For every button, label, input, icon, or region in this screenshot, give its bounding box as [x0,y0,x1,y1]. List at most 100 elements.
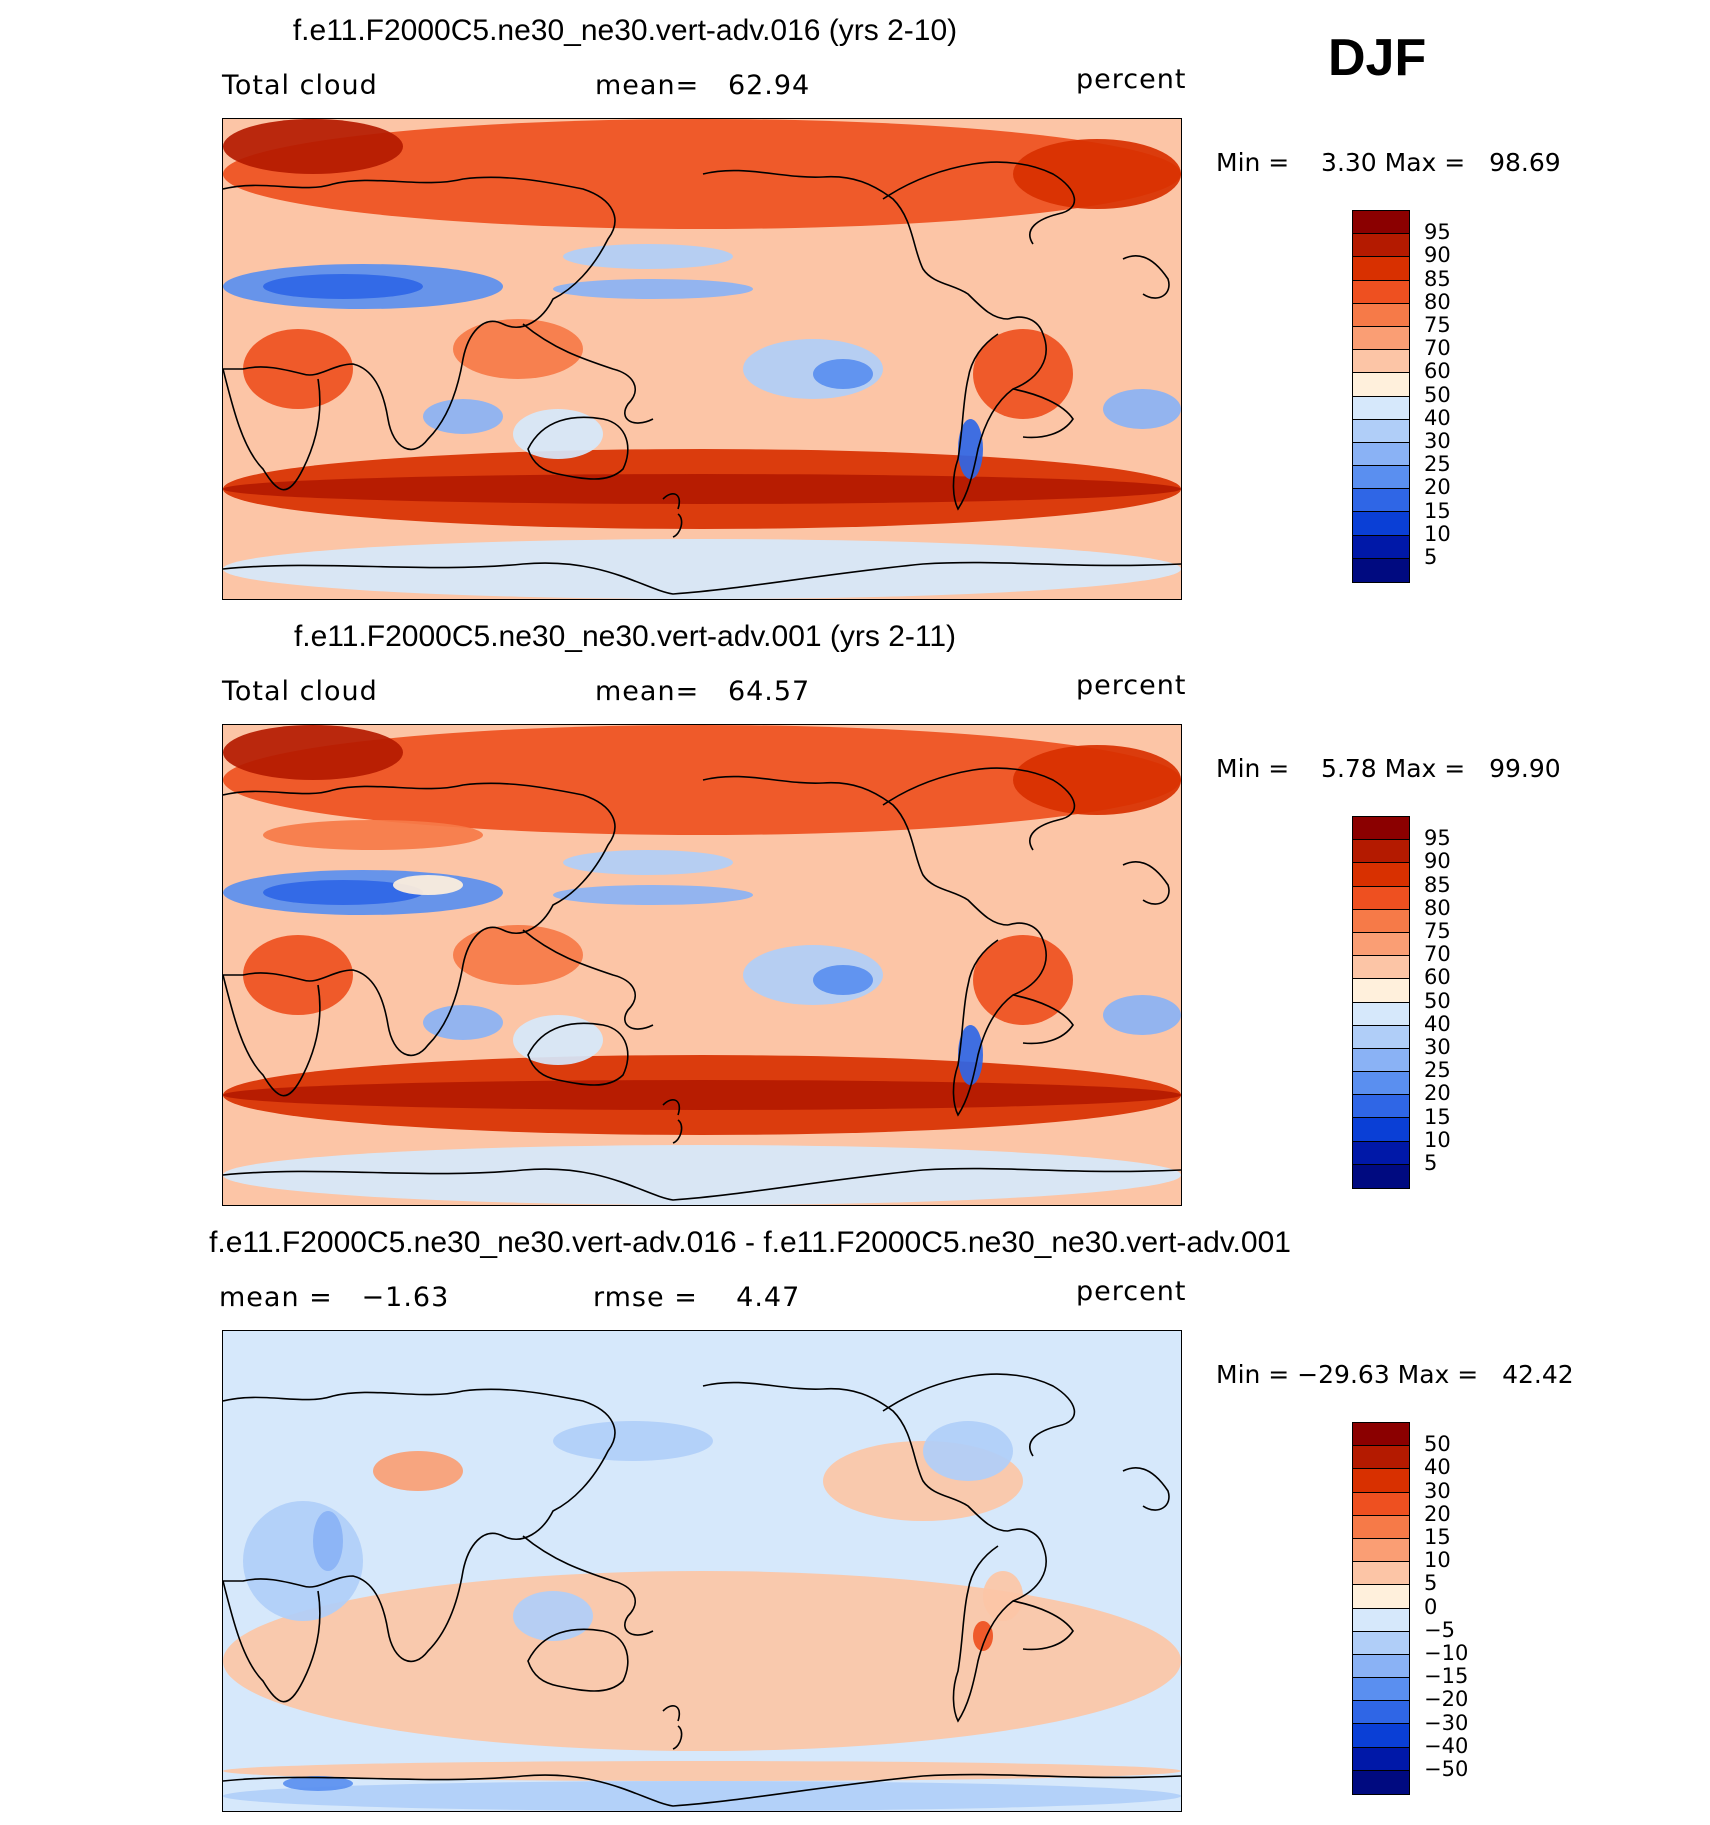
colorbar-swatch [1353,1770,1409,1794]
colorbar-tick-label: −5 [1424,1617,1455,1642]
min-max-label: Min = 3.30 Max = 98.69 [1216,148,1561,177]
colorbar-tick-label: 60 [1424,965,1451,990]
panel-difference: f.e11.F2000C5.ne30_ne30.vert-adv.016 - f… [0,1212,1710,1818]
colorbar-swatch [1353,1492,1409,1516]
colorbar-swatch [1353,863,1409,887]
colorbar-tick-label: 10 [1424,521,1451,546]
colorbar-swatch [1353,535,1409,559]
colorbar-tick-label: 5 [1424,545,1438,569]
colorbar-swatch [1353,373,1409,397]
colorbar-swatch [1353,512,1409,536]
units-label: percent [1076,670,1187,701]
colorbar-tick-label: 95 [1424,826,1451,851]
colorbar-swatch [1353,350,1409,374]
colorbar-tick-label: 40 [1424,405,1451,430]
colorbar-swatch [1353,1701,1409,1725]
panel-model-001: f.e11.F2000C5.ne30_ne30.vert-adv.001 (yr… [0,606,1710,1212]
colorbar-swatch [1353,1678,1409,1702]
colorbar-tick-label: −20 [1424,1687,1469,1712]
map-total-cloud-016 [222,118,1182,600]
colorbar-swatch [1353,1562,1409,1586]
colorbar-tick-label: 40 [1424,1011,1451,1036]
colorbar-tick-label: 30 [1424,1035,1451,1059]
colorbar-swatch [1353,840,1409,864]
colorbar-tick-label: 75 [1424,313,1451,337]
season-label: DJF [1328,29,1427,87]
colorbar-swatch [1353,1747,1409,1771]
field-label: Total cloud [222,676,378,707]
colorbar-tick-label: 95 [1424,220,1451,245]
colorbar [1352,210,1410,583]
colorbar-swatch [1353,1141,1409,1165]
colorbar-swatch [1353,326,1409,351]
map-total-cloud-001 [222,724,1182,1206]
colorbar-swatch [1353,1654,1409,1679]
colorbar-swatch [1353,1002,1409,1026]
colorbar-tick-label: 5 [1424,1571,1438,1596]
colorbar-swatch [1353,257,1409,281]
colorbar-tick-label: 20 [1424,475,1451,500]
colorbar-swatch [1353,1095,1409,1119]
colorbar-tick-label: 90 [1424,243,1451,268]
colorbar-swatch [1353,1423,1409,1447]
colorbar-tick-label: 15 [1424,1525,1451,1549]
colorbar-tick-label: −15 [1424,1664,1469,1689]
colorbar-swatch [1353,1446,1409,1470]
colorbar-tick-label: 50 [1424,988,1451,1013]
map-field [223,119,1181,599]
colorbar [1352,1422,1410,1795]
panel-title: f.e11.F2000C5.ne30_ne30.vert-adv.016 (yr… [292,14,958,47]
colorbar-swatch [1353,1164,1409,1188]
colorbar-swatch [1353,1585,1409,1609]
colorbar-tick-label: −40 [1424,1733,1469,1758]
colorbar-swatch [1353,932,1409,957]
colorbar-tick-label: 75 [1424,919,1451,943]
colorbar-swatch [1353,211,1409,235]
colorbar-tick-label: 30 [1424,1478,1451,1503]
colorbar-tick-label: 25 [1424,452,1451,477]
colorbar-tick-label: 50 [1424,1432,1451,1457]
units-label: percent [1076,1276,1187,1307]
colorbar-swatch [1353,979,1409,1003]
mean-label: mean= 64.57 [595,676,811,707]
colorbar-tick-label: −50 [1424,1757,1469,1781]
colorbar-swatch [1353,1025,1409,1049]
colorbar-tick-label: 15 [1424,1104,1451,1129]
colorbar-swatch [1353,1608,1409,1632]
colorbar-tick-label: 60 [1424,359,1451,384]
colorbar-swatch [1353,1118,1409,1142]
colorbar-swatch [1353,1048,1409,1073]
colorbar-swatch [1353,303,1409,327]
colorbar-tick-label: 10 [1424,1548,1451,1573]
colorbar-swatch [1353,909,1409,933]
colorbar-swatch [1353,1631,1409,1655]
colorbar-tick-label: −30 [1424,1710,1469,1735]
colorbar-swatch [1353,234,1409,258]
colorbar-swatch [1353,886,1409,910]
colorbar-tick-label: 85 [1424,266,1451,291]
colorbar-tick-label: 70 [1424,942,1451,967]
colorbar-swatch [1353,558,1409,582]
colorbar-swatch [1353,956,1409,980]
colorbar-tick-label: 15 [1424,498,1451,523]
colorbar-tick-label: 80 [1424,289,1451,314]
colorbar-tick-label: 10 [1424,1127,1451,1152]
colorbar-tick-label: 90 [1424,849,1451,874]
map-field [223,1331,1181,1811]
colorbar-tick-label: 85 [1424,872,1451,897]
map-field [223,725,1181,1205]
colorbar-tick-label: 40 [1424,1455,1451,1480]
field-label: Total cloud [222,70,378,101]
colorbar-swatch [1353,817,1409,841]
min-max-label: Min = 5.78 Max = 99.90 [1216,754,1561,783]
mean-label: mean= 62.94 [595,70,811,101]
panel-model-016: f.e11.F2000C5.ne30_ne30.vert-adv.016 (yr… [0,0,1710,606]
panel-title: f.e11.F2000C5.ne30_ne30.vert-adv.001 (yr… [293,620,957,653]
colorbar-swatch [1353,442,1409,467]
panel-title: f.e11.F2000C5.ne30_ne30.vert-adv.016 - f… [209,1226,1291,1259]
colorbar [1352,816,1410,1189]
colorbar-tick-label: 20 [1424,1501,1451,1526]
colorbar-tick-label: 5 [1424,1151,1438,1175]
colorbar-tick-label: −10 [1424,1641,1469,1665]
mean-label: mean = −1.63 [219,1282,450,1313]
